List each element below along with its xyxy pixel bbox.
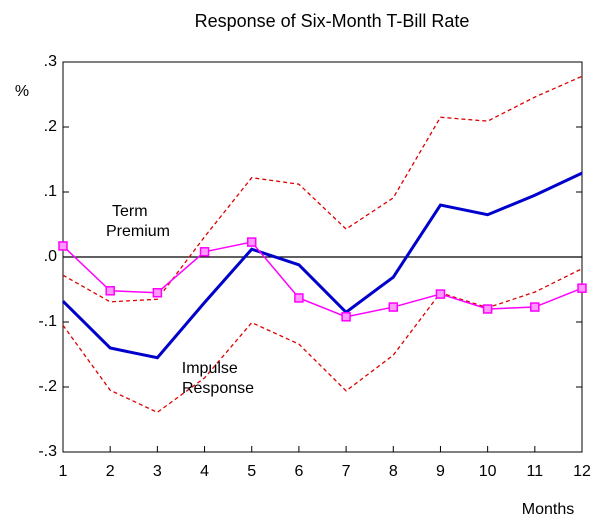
y-axis-label: % bbox=[15, 83, 29, 100]
y-tick-label: .2 bbox=[44, 118, 57, 135]
x-tick-label: 12 bbox=[573, 463, 591, 480]
x-tick-label: 7 bbox=[342, 463, 351, 480]
marker bbox=[388, 302, 399, 312]
x-tick-label: 8 bbox=[389, 463, 398, 480]
y-tick-label: .1 bbox=[44, 183, 57, 200]
series-label: Impulse Response bbox=[182, 360, 254, 397]
y-tick-label: .3 bbox=[44, 53, 57, 70]
x-tick-label: 9 bbox=[436, 463, 445, 480]
x-axis-label: Months bbox=[522, 501, 574, 518]
series-line bbox=[62, 241, 583, 318]
x-tick-label: 4 bbox=[200, 463, 209, 480]
x-tick-label: 5 bbox=[247, 463, 256, 480]
series-label: Term Premium bbox=[106, 203, 170, 240]
marker bbox=[199, 247, 210, 257]
x-tick-label: 10 bbox=[479, 463, 497, 480]
marker bbox=[246, 237, 257, 247]
marker bbox=[435, 289, 446, 299]
series-line bbox=[61, 171, 583, 360]
marker bbox=[58, 241, 68, 251]
marker bbox=[482, 304, 493, 314]
y-tick-label: -.1 bbox=[38, 313, 57, 330]
y-tick-label: -.2 bbox=[38, 378, 57, 395]
chart-title: Response of Six-Month T-Bill Rate bbox=[195, 11, 470, 31]
marker bbox=[152, 288, 163, 298]
marker bbox=[577, 283, 587, 293]
x-tick-label: 11 bbox=[527, 463, 544, 480]
y-tick-label: -.3 bbox=[38, 443, 57, 460]
marker bbox=[105, 286, 115, 296]
marker bbox=[341, 312, 351, 322]
y-tick-label: .0 bbox=[44, 248, 57, 265]
x-tick-label: 3 bbox=[153, 463, 162, 480]
marker bbox=[530, 302, 540, 312]
x-tick-label: 2 bbox=[106, 463, 115, 480]
band-line bbox=[62, 75, 583, 303]
x-tick-label: 6 bbox=[294, 463, 303, 480]
x-tick-label: 1 bbox=[59, 463, 68, 480]
band-line bbox=[62, 268, 583, 414]
marker bbox=[294, 293, 304, 303]
